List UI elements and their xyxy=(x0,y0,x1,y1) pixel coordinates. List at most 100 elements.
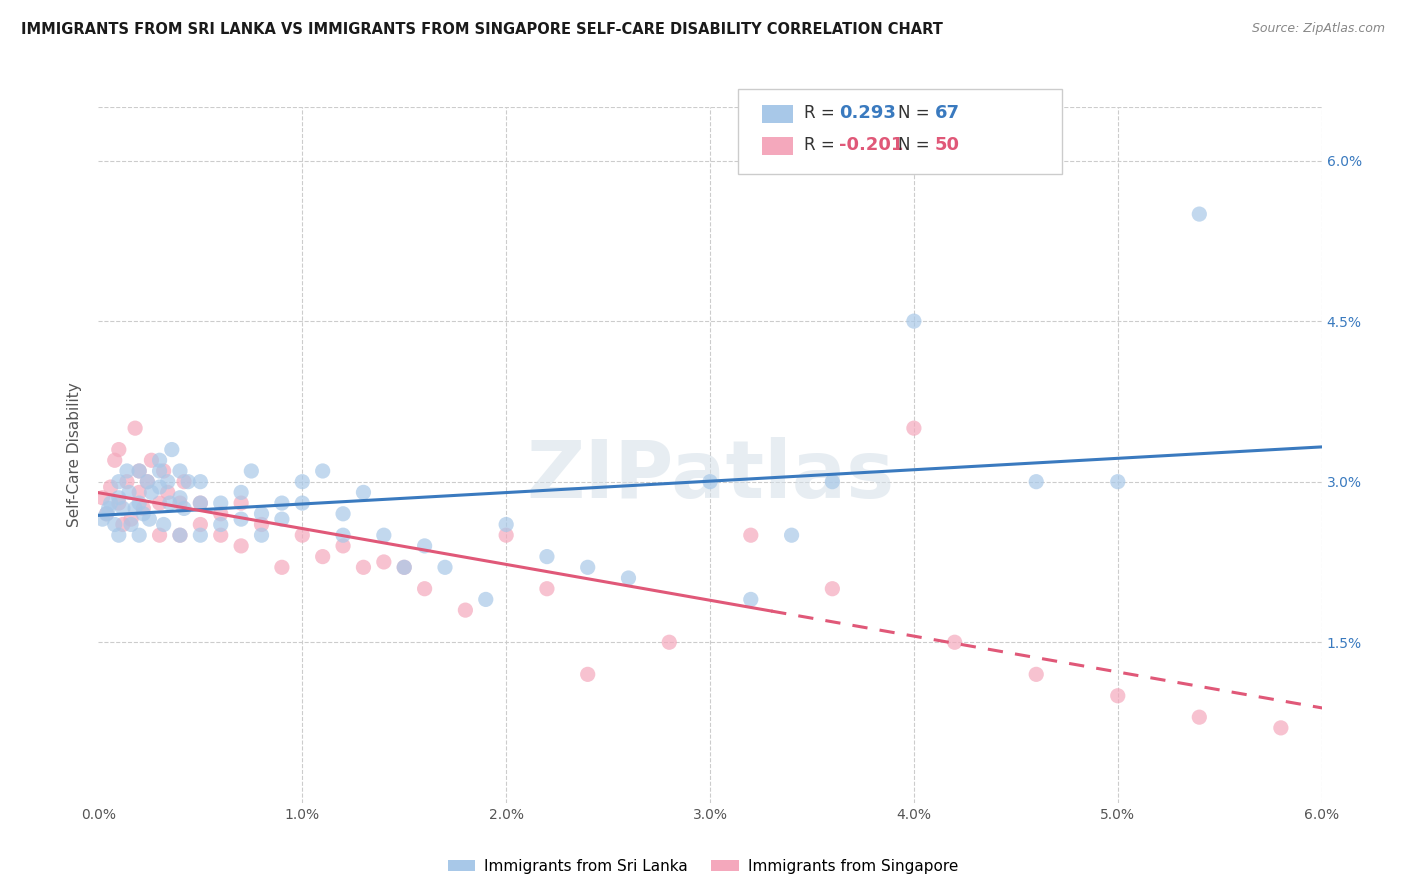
Point xyxy=(173,501,195,516)
Point xyxy=(270,512,292,526)
Point xyxy=(270,496,292,510)
Point xyxy=(136,475,159,489)
Point xyxy=(124,501,146,516)
Point xyxy=(173,475,195,489)
Point xyxy=(413,539,436,553)
Point xyxy=(1025,667,1047,681)
Point xyxy=(1107,475,1129,489)
Point xyxy=(311,464,335,478)
Point xyxy=(780,528,803,542)
Point xyxy=(209,517,232,532)
Point xyxy=(188,517,212,532)
Point xyxy=(177,475,200,489)
Point xyxy=(291,496,314,510)
Point xyxy=(332,507,354,521)
Point xyxy=(617,571,640,585)
Point xyxy=(209,496,232,510)
Point xyxy=(188,528,212,542)
Point xyxy=(124,421,146,435)
Point xyxy=(740,528,762,542)
Point xyxy=(108,496,131,510)
Point xyxy=(169,528,191,542)
Point xyxy=(413,582,436,596)
Point xyxy=(250,528,273,542)
Point xyxy=(1188,207,1211,221)
Point xyxy=(352,485,374,500)
Point xyxy=(159,496,181,510)
Point xyxy=(136,475,159,489)
Point xyxy=(128,485,150,500)
Point xyxy=(100,480,122,494)
Text: 50: 50 xyxy=(935,136,960,154)
Point xyxy=(250,507,273,521)
Point xyxy=(495,528,517,542)
Point xyxy=(209,507,232,521)
Point xyxy=(141,453,163,467)
Point xyxy=(128,528,150,542)
Point xyxy=(495,517,517,532)
Point xyxy=(97,501,120,516)
Point xyxy=(169,464,191,478)
Point xyxy=(903,314,925,328)
Text: IMMIGRANTS FROM SRI LANKA VS IMMIGRANTS FROM SINGAPORE SELF-CARE DISABILITY CORR: IMMIGRANTS FROM SRI LANKA VS IMMIGRANTS … xyxy=(21,22,943,37)
Point xyxy=(132,501,155,516)
Point xyxy=(111,501,134,516)
Point xyxy=(108,475,131,489)
Point xyxy=(132,507,155,521)
Point xyxy=(291,475,314,489)
Point xyxy=(91,491,114,505)
Point xyxy=(240,464,263,478)
Point xyxy=(96,507,118,521)
Text: R =: R = xyxy=(804,104,841,122)
Point xyxy=(821,582,844,596)
Point xyxy=(821,475,844,489)
Point xyxy=(169,491,191,505)
Point xyxy=(903,421,925,435)
Point xyxy=(943,635,966,649)
Point xyxy=(128,464,150,478)
Point xyxy=(373,528,395,542)
Text: R =: R = xyxy=(804,136,841,154)
Point xyxy=(115,464,138,478)
Point xyxy=(433,560,456,574)
Point xyxy=(156,475,179,489)
Point xyxy=(250,517,273,532)
Point xyxy=(291,528,314,542)
Point xyxy=(576,560,599,574)
Point xyxy=(96,507,118,521)
Point xyxy=(149,480,172,494)
Point xyxy=(111,517,134,532)
Point xyxy=(231,512,253,526)
Point xyxy=(149,453,172,467)
Point xyxy=(169,496,191,510)
Point xyxy=(392,560,416,574)
Point xyxy=(152,517,174,532)
Point xyxy=(454,603,477,617)
Point xyxy=(332,539,354,553)
Point xyxy=(138,512,160,526)
Point xyxy=(209,528,232,542)
Point xyxy=(108,442,131,457)
Point xyxy=(108,528,131,542)
Point xyxy=(120,517,142,532)
Point xyxy=(141,485,163,500)
Point xyxy=(128,464,150,478)
Point xyxy=(352,560,374,574)
Point xyxy=(108,491,131,505)
Point xyxy=(536,582,558,596)
Point xyxy=(91,512,114,526)
Point xyxy=(169,528,191,542)
Point xyxy=(658,635,681,649)
Point xyxy=(231,496,253,510)
Text: N =: N = xyxy=(898,136,935,154)
Point xyxy=(231,539,253,553)
Point xyxy=(740,592,762,607)
Point xyxy=(699,475,721,489)
Point xyxy=(188,496,212,510)
Point xyxy=(120,512,142,526)
Text: N =: N = xyxy=(898,104,935,122)
Point xyxy=(149,528,172,542)
Point xyxy=(160,442,183,457)
Point xyxy=(100,496,122,510)
Point xyxy=(188,475,212,489)
